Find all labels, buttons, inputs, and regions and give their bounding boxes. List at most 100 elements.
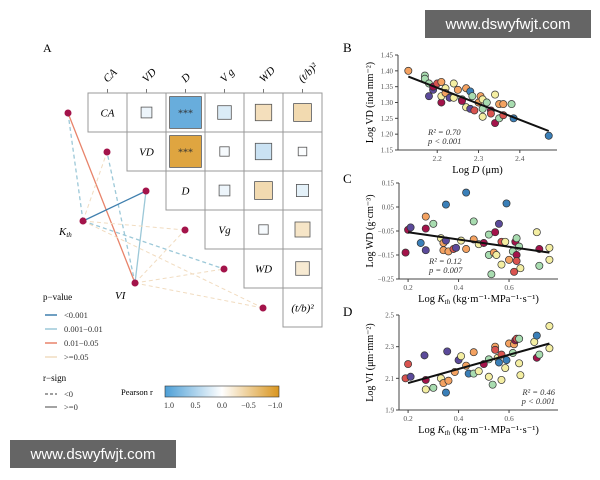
subscript: th <box>66 231 72 239</box>
data-point <box>469 348 478 357</box>
stat-annotation: p = 0.007 <box>428 265 463 275</box>
mantel-edge <box>82 220 225 270</box>
x-axis-label-d: Log Kth (kg·m⁻¹·MPa⁻¹·s⁻¹) <box>418 425 539 437</box>
matrix-diagonal-cell <box>282 287 323 328</box>
x-axis-label-b: Log D (μm) <box>452 165 503 176</box>
p-value-legend-label: 0.01−0.05 <box>64 338 99 348</box>
data-point <box>491 228 500 237</box>
y-tick-label: 1.25 <box>381 115 394 123</box>
x-tick-label: 0.4 <box>454 283 464 292</box>
y-tick-label: −0.25 <box>378 276 395 284</box>
correlation-square <box>169 135 202 168</box>
data-point <box>516 371 525 380</box>
colorbar-tick-label: −1.0 <box>268 401 283 410</box>
data-point <box>494 219 503 228</box>
predictor-node-vi <box>131 279 139 287</box>
data-point <box>462 188 471 197</box>
x-tick-label: 2.3 <box>474 154 484 163</box>
data-point <box>545 255 554 264</box>
data-point <box>512 234 521 243</box>
x-label-var: K <box>437 294 446 305</box>
colorbar-title: Pearson r <box>121 387 153 397</box>
data-point <box>425 92 433 101</box>
data-point <box>421 212 430 221</box>
data-point <box>501 364 510 372</box>
predictor-node-kth <box>79 217 87 225</box>
data-point <box>404 66 413 75</box>
data-point <box>449 79 458 88</box>
data-point <box>401 248 410 257</box>
mantel-edge <box>134 282 264 309</box>
data-point <box>421 224 430 233</box>
panel-label-a: A <box>43 41 52 55</box>
panel-label-b: B <box>343 40 352 55</box>
data-point <box>497 375 506 384</box>
stat-annotation: R² = 0.12 <box>428 256 462 266</box>
mantel-edge <box>134 268 225 284</box>
stat-annotation: p < 0.001 <box>427 136 461 146</box>
colorbar-tick-label: 1.0 <box>164 401 174 410</box>
y-tick-label: 1.35 <box>381 83 394 91</box>
watermark-bottom: www.dswyfwjt.com <box>10 440 176 468</box>
data-point <box>497 260 506 269</box>
data-point <box>499 100 508 109</box>
correlation-square <box>254 103 273 122</box>
p-value-legend-label: 0.001−0.01 <box>64 324 103 334</box>
variable-node <box>64 109 72 117</box>
data-point <box>468 92 477 101</box>
x-label-unit: (kg·m⁻¹·MPa⁻¹·s⁻¹) <box>450 425 539 436</box>
data-point <box>429 219 438 228</box>
correlation-square <box>295 261 310 276</box>
header-label-5: (t/b)² <box>296 60 321 85</box>
y-tick-label: 1.9 <box>385 407 394 415</box>
x-tick-label: 0.6 <box>504 283 514 292</box>
mantel-edge <box>82 190 147 222</box>
data-point <box>502 356 511 365</box>
data-point <box>441 388 450 397</box>
colorbar-tick-label: 0.5 <box>191 401 201 410</box>
data-point <box>406 372 415 381</box>
data-point <box>491 345 500 354</box>
y-axis-label-b: Log VD (ind mm⁻²) <box>365 62 376 143</box>
predictor-label-kth: Kth <box>58 226 72 239</box>
data-point <box>486 109 495 118</box>
correlation-square <box>258 224 269 235</box>
diagonal-label-2: D <box>181 186 190 198</box>
data-point <box>453 85 462 94</box>
data-point <box>505 255 513 264</box>
correlation-square <box>219 146 230 157</box>
stat-annotation: R² = 0.70 <box>427 127 461 137</box>
r-sign-legend-title: r−sign <box>43 373 67 383</box>
data-point <box>444 376 453 385</box>
colorbar-tick-label: −0.5 <box>241 401 256 410</box>
data-point <box>545 243 554 252</box>
data-point <box>474 367 483 376</box>
y-tick-label: 1.15 <box>381 147 394 155</box>
x-tick-label: 0.2 <box>403 283 413 292</box>
data-point <box>443 347 452 356</box>
data-point <box>532 331 541 340</box>
correlation-square <box>254 142 273 161</box>
panel-label-d: D <box>343 304 352 319</box>
data-point <box>404 360 413 369</box>
data-point <box>510 267 519 276</box>
p-value-legend-title: p−value <box>43 292 72 302</box>
data-point <box>535 350 544 359</box>
diagonal-label-0: CA <box>100 108 114 120</box>
regression-line <box>407 342 550 385</box>
correlation-square <box>293 103 312 122</box>
correlation-square <box>169 96 202 129</box>
x-tick-label: 0.6 <box>504 414 514 423</box>
header-label-0: CA <box>101 66 120 85</box>
diagonal-label-3: Vg <box>218 225 231 237</box>
data-point <box>478 112 487 121</box>
data-point <box>545 322 554 331</box>
significance-stars: *** <box>178 109 193 120</box>
y-axis-label-d: Log VI (μm·mm⁻²) <box>365 323 376 401</box>
data-point <box>420 351 429 360</box>
diagonal-label-1: VD <box>139 147 154 159</box>
y-tick-label: −0.05 <box>378 228 395 236</box>
data-point <box>452 243 460 252</box>
data-point <box>532 228 541 237</box>
